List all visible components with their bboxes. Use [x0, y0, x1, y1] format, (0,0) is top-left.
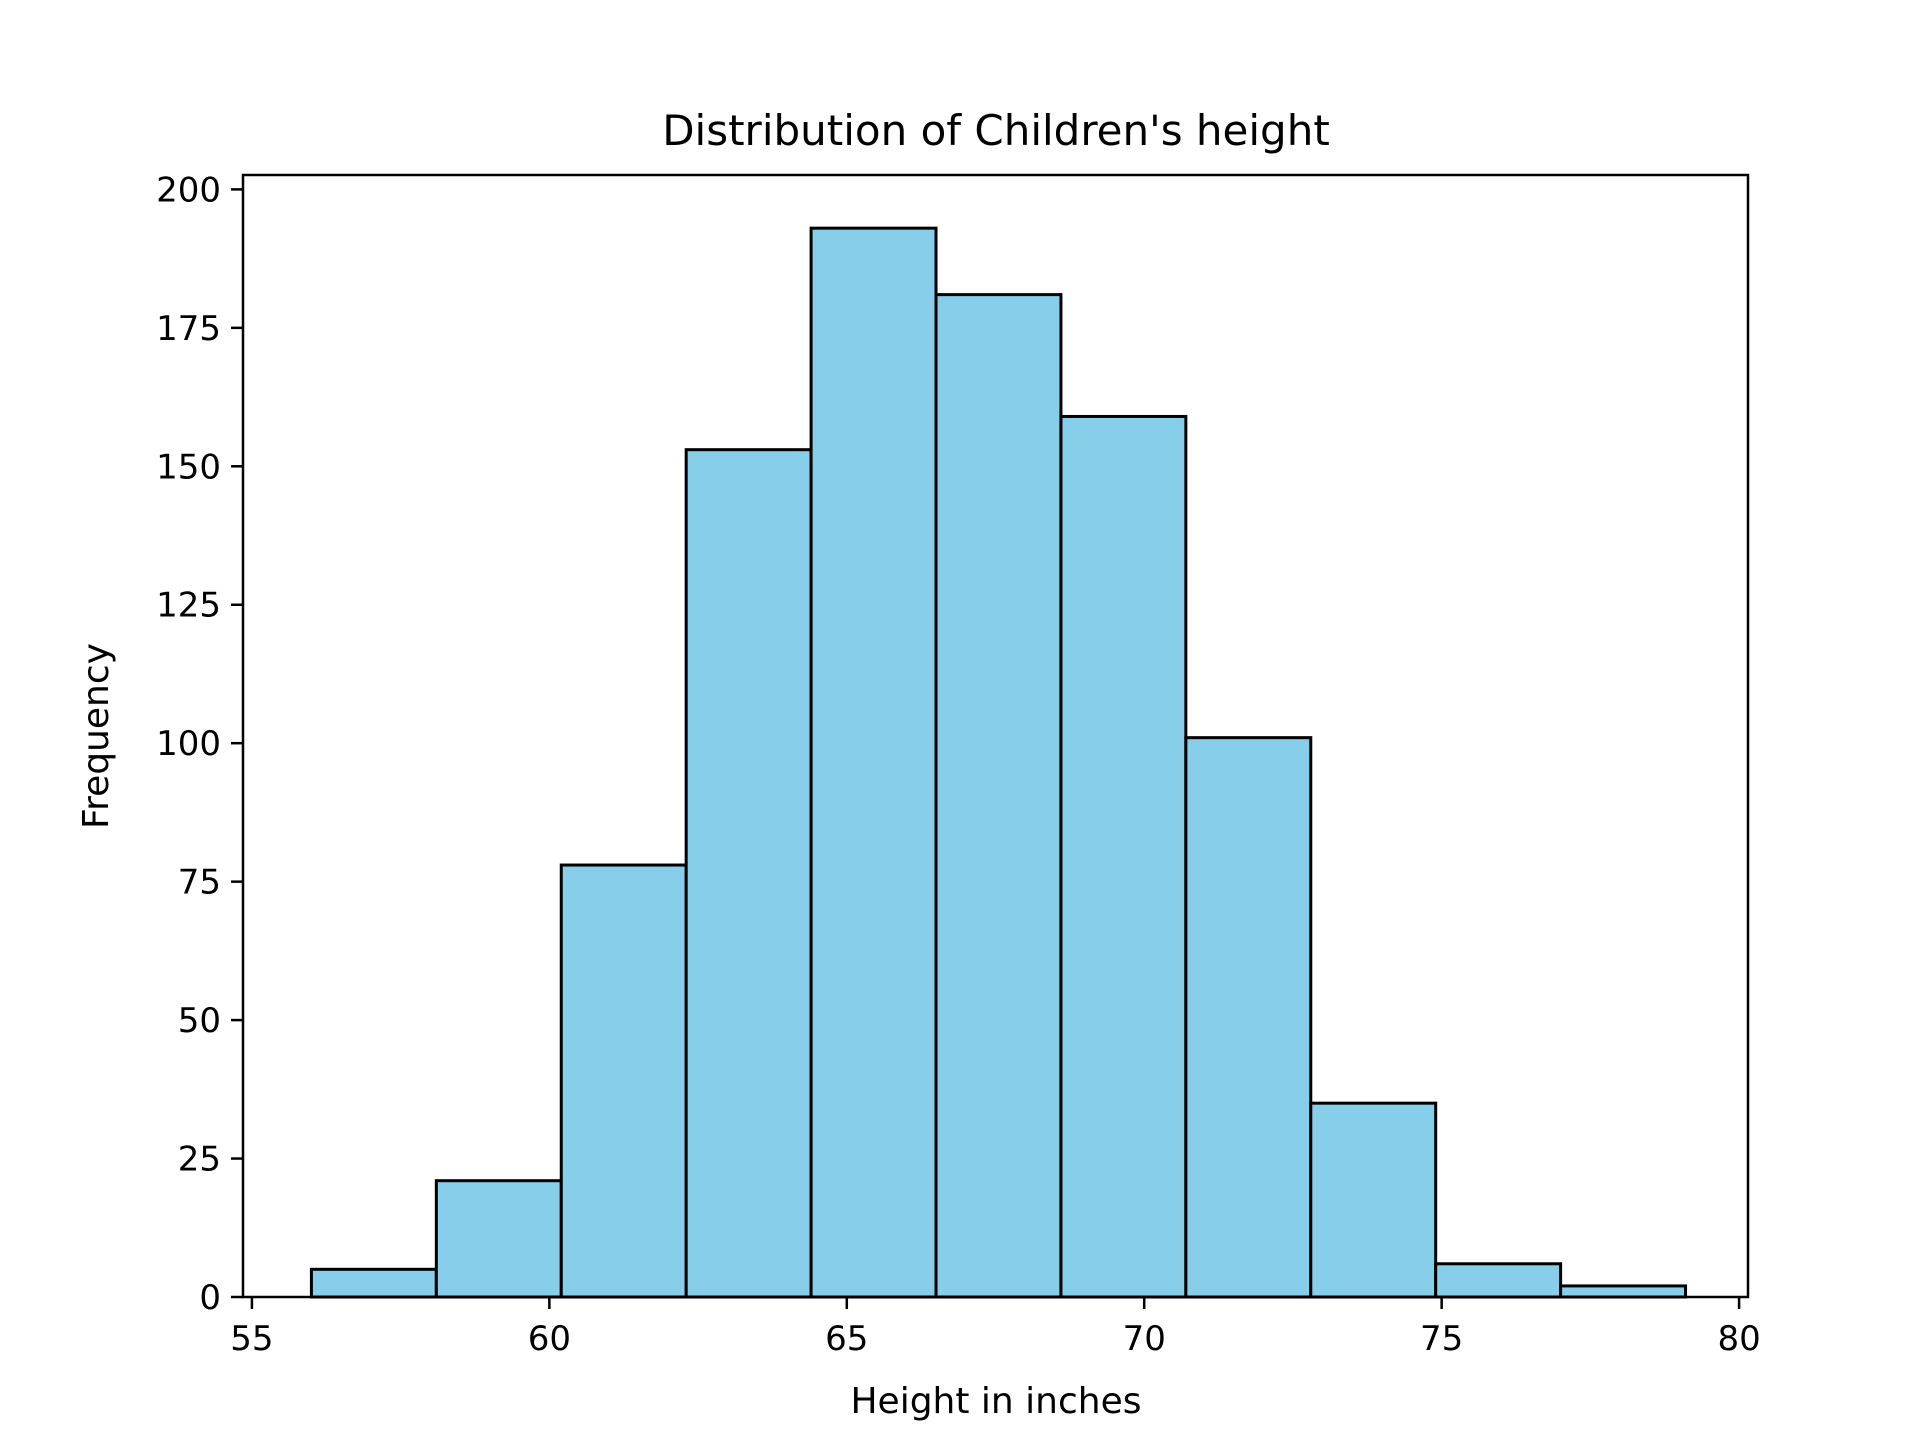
histogram-bar [434, 1179, 563, 1299]
y-tick-label: 75 [178, 863, 221, 903]
histogram-bar [1184, 736, 1313, 1299]
histogram-bar [1434, 1262, 1563, 1299]
histogram-bar [684, 448, 813, 1299]
chart-title: Distribution of Children's height [662, 106, 1330, 155]
histogram-bar [309, 1267, 438, 1299]
y-tick-label: 100 [156, 724, 221, 764]
histogram-bar [934, 293, 1063, 1299]
x-tick-label: 60 [528, 1319, 571, 1359]
x-tick-label: 65 [825, 1319, 868, 1359]
axes-frame [241, 173, 1750, 1299]
histogram-bar [1309, 1101, 1438, 1299]
histogram-bar [809, 226, 938, 1299]
y-axis-label: Frequency [76, 643, 117, 829]
y-tick-label: 0 [199, 1278, 221, 1318]
y-tick-label: 200 [156, 170, 221, 210]
histogram-bar [559, 863, 688, 1299]
x-tick-label: 80 [1717, 1319, 1760, 1359]
x-tick-label: 55 [230, 1319, 273, 1359]
x-tick-label: 75 [1420, 1319, 1463, 1359]
bars-group [309, 226, 1688, 1299]
y-axis-ticks: 0 25 50 75 100 125 150 175 200 [156, 170, 243, 1318]
y-tick-label: 25 [178, 1140, 221, 1180]
x-axis-label: Height in inches [850, 1381, 1141, 1422]
histogram-bar [1059, 414, 1188, 1299]
x-tick-label: 70 [1123, 1319, 1166, 1359]
y-tick-label: 150 [156, 447, 221, 487]
y-tick-label: 175 [156, 309, 221, 349]
y-tick-label: 125 [156, 586, 221, 626]
x-axis-ticks: 55 60 65 70 75 80 [230, 1297, 1761, 1359]
y-tick-label: 50 [178, 1001, 221, 1041]
histogram-bar [1559, 1284, 1688, 1299]
